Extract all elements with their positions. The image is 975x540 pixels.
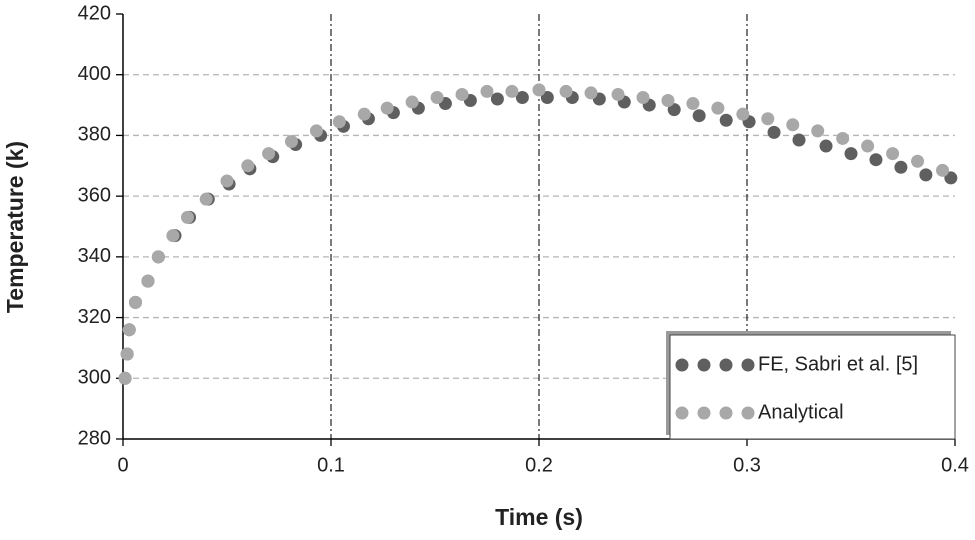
legend-marker bbox=[675, 358, 689, 372]
y-tick-label: 400 bbox=[78, 63, 111, 85]
legend-marker bbox=[675, 406, 689, 420]
data-point bbox=[122, 323, 136, 337]
data-point bbox=[886, 147, 900, 161]
data-point bbox=[430, 90, 444, 104]
data-point bbox=[719, 113, 733, 127]
x-tick-label: 0 bbox=[117, 454, 128, 476]
data-point bbox=[661, 94, 675, 108]
y-tick-label: 280 bbox=[78, 427, 111, 449]
data-point bbox=[455, 87, 469, 101]
data-point bbox=[309, 124, 323, 138]
data-point bbox=[869, 153, 883, 167]
data-point bbox=[380, 101, 394, 115]
data-point bbox=[819, 139, 833, 153]
data-point bbox=[686, 97, 700, 111]
y-tick-label: 420 bbox=[78, 2, 111, 24]
x-tick-label: 0.1 bbox=[317, 454, 345, 476]
data-point bbox=[515, 90, 529, 104]
data-point bbox=[220, 174, 234, 188]
legend-marker bbox=[719, 358, 733, 372]
data-point bbox=[692, 109, 706, 123]
legend-label: FE, Sabri et al. [5] bbox=[758, 353, 918, 375]
y-tick-label: 340 bbox=[78, 245, 111, 267]
data-point bbox=[151, 250, 165, 264]
legend-marker bbox=[741, 406, 755, 420]
legend-label: Analytical bbox=[758, 401, 844, 423]
data-point bbox=[505, 84, 519, 98]
data-point bbox=[667, 103, 681, 117]
data-point bbox=[711, 101, 725, 115]
data-point bbox=[166, 229, 180, 243]
legend-box bbox=[669, 334, 956, 440]
y-tick-label: 300 bbox=[78, 367, 111, 389]
data-point bbox=[792, 133, 806, 147]
data-point bbox=[611, 87, 625, 101]
data-point bbox=[284, 135, 298, 148]
data-point bbox=[636, 90, 650, 104]
data-point bbox=[584, 86, 598, 100]
data-point bbox=[357, 107, 371, 121]
data-point bbox=[736, 107, 750, 121]
data-point bbox=[761, 112, 775, 126]
data-point bbox=[919, 168, 933, 182]
data-point bbox=[894, 160, 908, 174]
data-point bbox=[262, 147, 276, 161]
data-point bbox=[944, 171, 958, 185]
y-axis-title: Temperature (k) bbox=[2, 141, 28, 313]
data-point bbox=[861, 139, 875, 153]
legend-marker bbox=[697, 406, 711, 420]
data-point bbox=[786, 118, 800, 132]
y-tick-label: 380 bbox=[78, 124, 111, 146]
data-point bbox=[405, 95, 419, 109]
data-point bbox=[767, 125, 781, 139]
data-point bbox=[836, 131, 850, 145]
data-point bbox=[120, 347, 134, 361]
data-point bbox=[480, 84, 494, 98]
data-point bbox=[559, 84, 573, 98]
x-tick-label: 0.4 bbox=[941, 454, 969, 476]
data-point bbox=[180, 210, 194, 224]
data-point bbox=[911, 154, 925, 168]
data-point bbox=[199, 192, 213, 206]
data-point bbox=[118, 371, 132, 385]
x-tick-label: 0.2 bbox=[525, 454, 553, 476]
data-point bbox=[811, 124, 825, 138]
legend-marker bbox=[741, 358, 755, 372]
data-point bbox=[540, 90, 554, 104]
y-tick-label: 320 bbox=[78, 306, 111, 328]
data-point bbox=[241, 159, 255, 173]
legend-marker bbox=[719, 406, 733, 420]
data-point bbox=[936, 163, 950, 177]
data-point bbox=[844, 147, 858, 161]
data-point bbox=[332, 115, 346, 129]
legend-marker bbox=[697, 358, 711, 372]
data-point bbox=[490, 92, 504, 106]
data-point bbox=[128, 295, 142, 309]
x-axis-title: Time (s) bbox=[495, 504, 583, 530]
data-point bbox=[141, 274, 155, 288]
y-tick-label: 360 bbox=[78, 184, 111, 206]
x-tick-label: 0.3 bbox=[733, 454, 761, 476]
data-point bbox=[532, 83, 546, 97]
